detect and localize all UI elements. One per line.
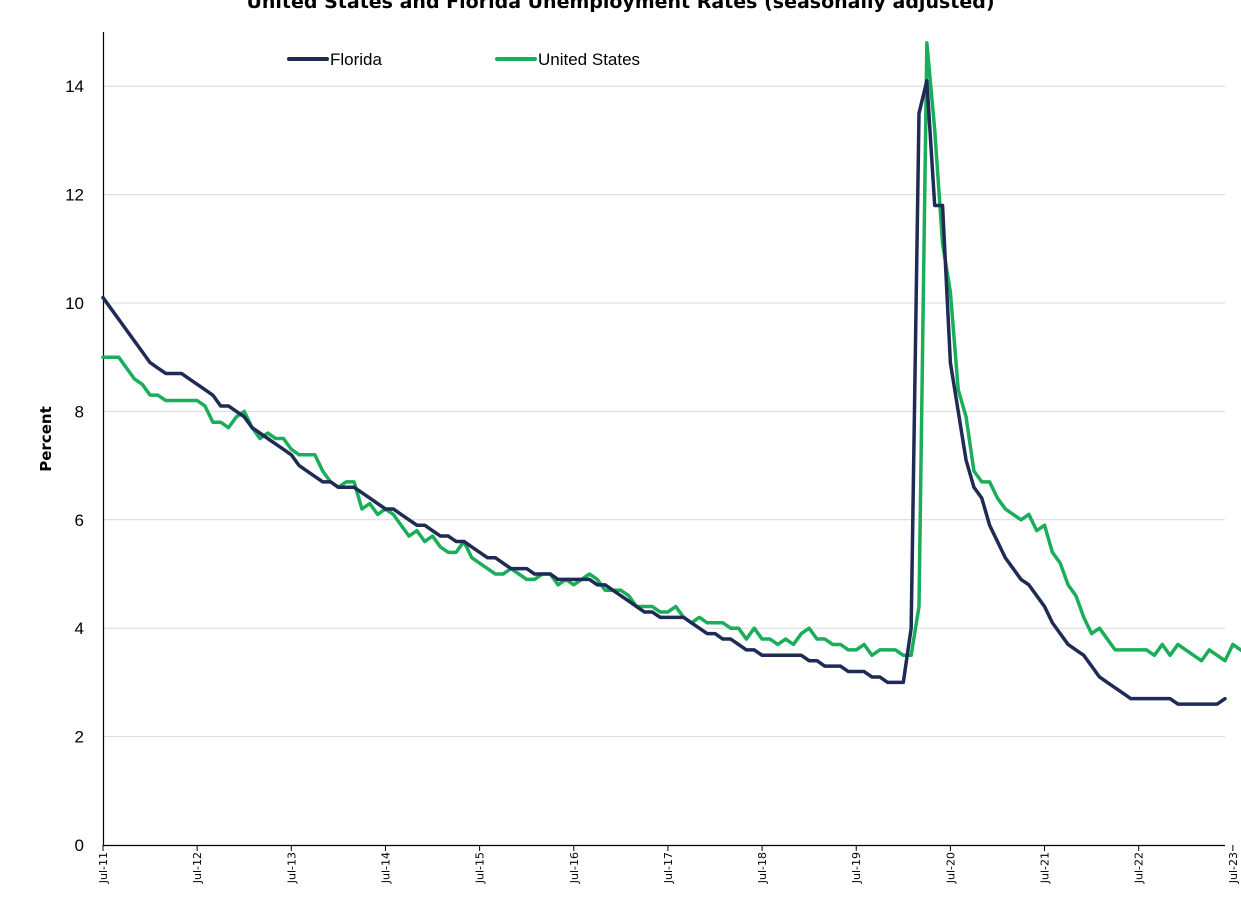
series-lines bbox=[101, 41, 1241, 706]
x-tick-label: Jul-14 bbox=[379, 852, 392, 884]
legend: Florida United States bbox=[287, 50, 640, 69]
y-tick-label: 6 bbox=[75, 511, 84, 530]
gridlines bbox=[103, 85, 1225, 738]
y-tick-label: 12 bbox=[65, 186, 84, 205]
x-tick-label: Jul-15 bbox=[474, 852, 487, 884]
x-tick-label: Jul-18 bbox=[756, 852, 769, 884]
y-tick-label: 4 bbox=[75, 619, 84, 638]
series-line-florida bbox=[101, 79, 1227, 706]
y-tick-labels: 0 2 4 6 8 10 12 14 bbox=[65, 77, 84, 855]
x-tick-label: Jul-17 bbox=[662, 852, 675, 884]
x-tick-label: Jul-21 bbox=[1039, 852, 1052, 884]
y-tick-label: 14 bbox=[65, 77, 84, 96]
axes bbox=[102, 32, 1225, 847]
x-tick-label: Jul-20 bbox=[944, 852, 957, 884]
y-axis-label: Percent bbox=[37, 406, 55, 471]
x-tick-label: Jul-19 bbox=[850, 852, 863, 884]
chart-title: United States and Florida Unemployment R… bbox=[246, 0, 995, 13]
x-tick-label: Jul-11 bbox=[97, 852, 110, 884]
y-tick-label: 0 bbox=[75, 836, 84, 855]
x-tick-label: Jul-13 bbox=[285, 852, 298, 884]
legend-label-united-states: United States bbox=[538, 50, 640, 69]
legend-label-florida: Florida bbox=[330, 50, 383, 69]
x-tick-label: Jul-23 bbox=[1227, 852, 1240, 884]
x-tick-labels: Jul-11 Jul-12 Jul-13 Jul-14 Jul-15 Jul-16 Jul-… bbox=[97, 845, 1240, 884]
x-tick-label: Jul-16 bbox=[568, 852, 581, 884]
series-line-united-states bbox=[101, 41, 1241, 663]
y-tick-label: 8 bbox=[75, 402, 84, 421]
y-tick-label: 2 bbox=[75, 728, 84, 747]
x-tick-label: Jul-22 bbox=[1133, 852, 1146, 884]
x-tick-label: Jul-12 bbox=[191, 852, 204, 884]
y-tick-label: 10 bbox=[65, 294, 84, 313]
